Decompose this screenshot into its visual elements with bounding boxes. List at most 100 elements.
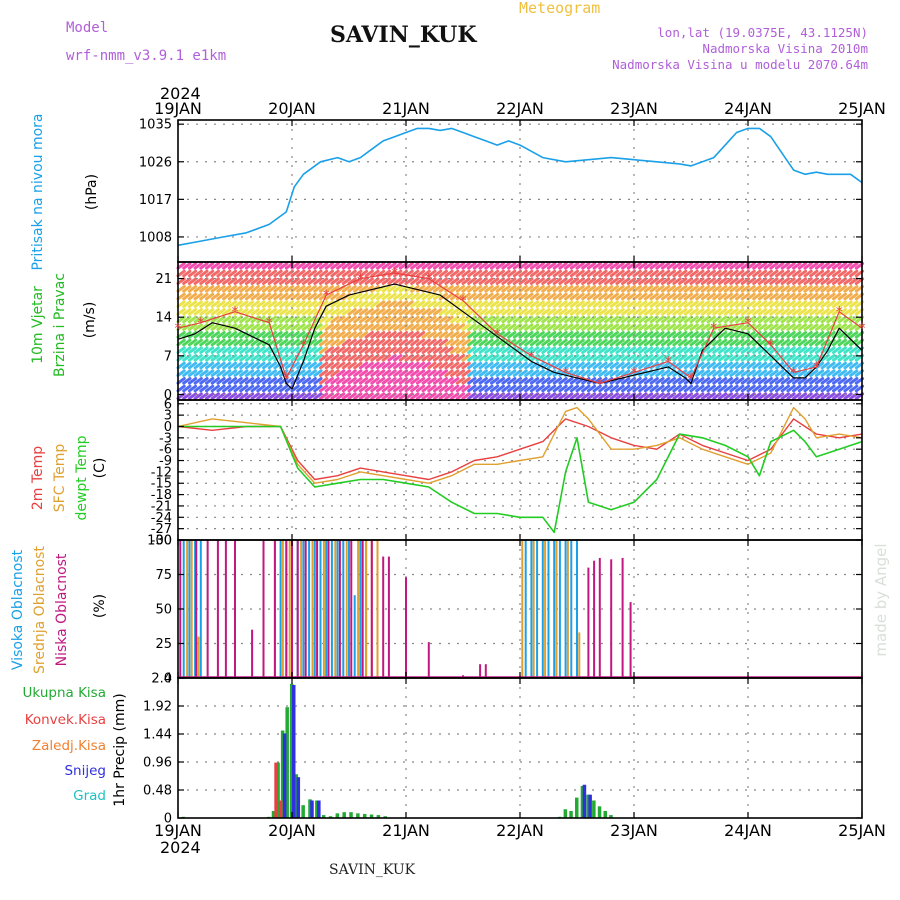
wind-barb bbox=[655, 292, 665, 301]
wind-barb bbox=[205, 331, 215, 339]
wind-barb bbox=[256, 346, 266, 354]
wind-barb bbox=[763, 392, 773, 400]
cloud-bar bbox=[291, 540, 293, 678]
wind-barb bbox=[467, 315, 477, 324]
wind-barb bbox=[729, 292, 739, 301]
wind-barb bbox=[666, 269, 676, 278]
wind-barb bbox=[746, 300, 756, 308]
wind-barb bbox=[193, 292, 203, 301]
wind-barb bbox=[438, 292, 448, 301]
wind-barb bbox=[592, 269, 602, 278]
wind-barb bbox=[176, 269, 186, 278]
wind-barb bbox=[233, 308, 243, 316]
y-tick-label: 7 bbox=[164, 349, 172, 364]
wind-barb bbox=[712, 269, 722, 278]
wind-barb bbox=[364, 384, 374, 393]
wind-barb bbox=[712, 331, 722, 339]
wind-barb bbox=[301, 323, 312, 331]
wind-barb bbox=[752, 392, 762, 400]
wind-barb bbox=[364, 269, 374, 278]
wind-barb bbox=[769, 292, 779, 301]
wind-barb bbox=[524, 338, 534, 347]
y-tick-label: 0 bbox=[164, 812, 172, 827]
wind-barb bbox=[478, 331, 488, 339]
cloud-bar bbox=[345, 540, 348, 678]
wind-barb bbox=[421, 277, 431, 285]
wind-barb bbox=[495, 315, 505, 324]
wind-barb bbox=[518, 361, 528, 370]
wind-barb bbox=[723, 384, 733, 393]
wind-barb bbox=[757, 338, 768, 347]
wind-barb bbox=[615, 277, 625, 285]
wind-barb bbox=[444, 315, 454, 324]
wind-barb bbox=[239, 262, 249, 270]
wind-barb bbox=[324, 262, 334, 270]
wind-barb bbox=[524, 277, 534, 285]
wind-barb bbox=[678, 308, 688, 316]
wind-barb bbox=[621, 361, 631, 370]
wind-barb bbox=[780, 377, 790, 385]
wind-barb bbox=[535, 377, 545, 385]
wind-barb bbox=[564, 361, 574, 370]
wind-barb bbox=[575, 323, 585, 331]
wind-barb bbox=[626, 277, 637, 285]
wind-barb bbox=[529, 315, 540, 324]
wind-barb bbox=[256, 384, 266, 393]
wind-barb bbox=[450, 354, 460, 362]
wind-barb bbox=[792, 354, 802, 362]
wind-barb bbox=[661, 346, 671, 354]
wind-barb bbox=[643, 331, 654, 339]
wind-barb bbox=[376, 338, 386, 347]
wind-barb bbox=[256, 377, 266, 385]
wind-barb bbox=[638, 384, 648, 393]
cloud-bar bbox=[251, 629, 254, 678]
cloud-bar bbox=[216, 540, 219, 678]
wind-barb bbox=[421, 292, 431, 301]
wind-barb bbox=[666, 331, 676, 339]
cloud-bar bbox=[273, 540, 276, 678]
wind-barb bbox=[262, 384, 272, 393]
wind-barb bbox=[267, 277, 277, 285]
precip-bar bbox=[342, 812, 346, 818]
wind-barb bbox=[296, 354, 306, 362]
wind-barb bbox=[735, 377, 745, 385]
wind-barb bbox=[529, 269, 540, 278]
wind-barb bbox=[735, 292, 745, 301]
wind-barb bbox=[341, 323, 352, 331]
wind-barb bbox=[598, 369, 608, 377]
wind-barb bbox=[586, 285, 597, 293]
gust-marker: * bbox=[745, 316, 752, 332]
wind-barb bbox=[775, 315, 785, 324]
wind-barb bbox=[592, 346, 602, 354]
wind-barb bbox=[558, 300, 568, 308]
wind-barb bbox=[387, 292, 397, 301]
wind-barb bbox=[535, 346, 545, 354]
wind-barb bbox=[415, 369, 426, 377]
wind-barb bbox=[700, 369, 711, 377]
wind-barb bbox=[239, 392, 249, 400]
wind-barb bbox=[792, 331, 802, 339]
wind-barb bbox=[273, 384, 283, 393]
wind-barb bbox=[387, 323, 397, 331]
wind-barb bbox=[472, 354, 483, 362]
wind-barb bbox=[609, 300, 619, 308]
wind-barb bbox=[621, 315, 631, 324]
wind-barb bbox=[592, 277, 602, 285]
wind-barb bbox=[649, 323, 659, 331]
wind-barb bbox=[643, 308, 654, 316]
wind-barb bbox=[376, 292, 386, 301]
wind-barb bbox=[364, 346, 374, 354]
wind-barb bbox=[313, 331, 323, 339]
wind-barb bbox=[512, 285, 523, 293]
wind-barb bbox=[718, 377, 728, 385]
wind-barb bbox=[330, 346, 340, 354]
wind-barb bbox=[501, 392, 511, 400]
wind-barb bbox=[569, 354, 580, 362]
wind-barb bbox=[467, 377, 477, 385]
cloud-bar bbox=[621, 557, 624, 678]
wind-barb bbox=[735, 277, 745, 285]
wind-barb bbox=[786, 308, 796, 316]
wind-barb bbox=[415, 331, 426, 339]
wind-barb bbox=[364, 354, 374, 362]
wind-barb bbox=[233, 361, 243, 370]
